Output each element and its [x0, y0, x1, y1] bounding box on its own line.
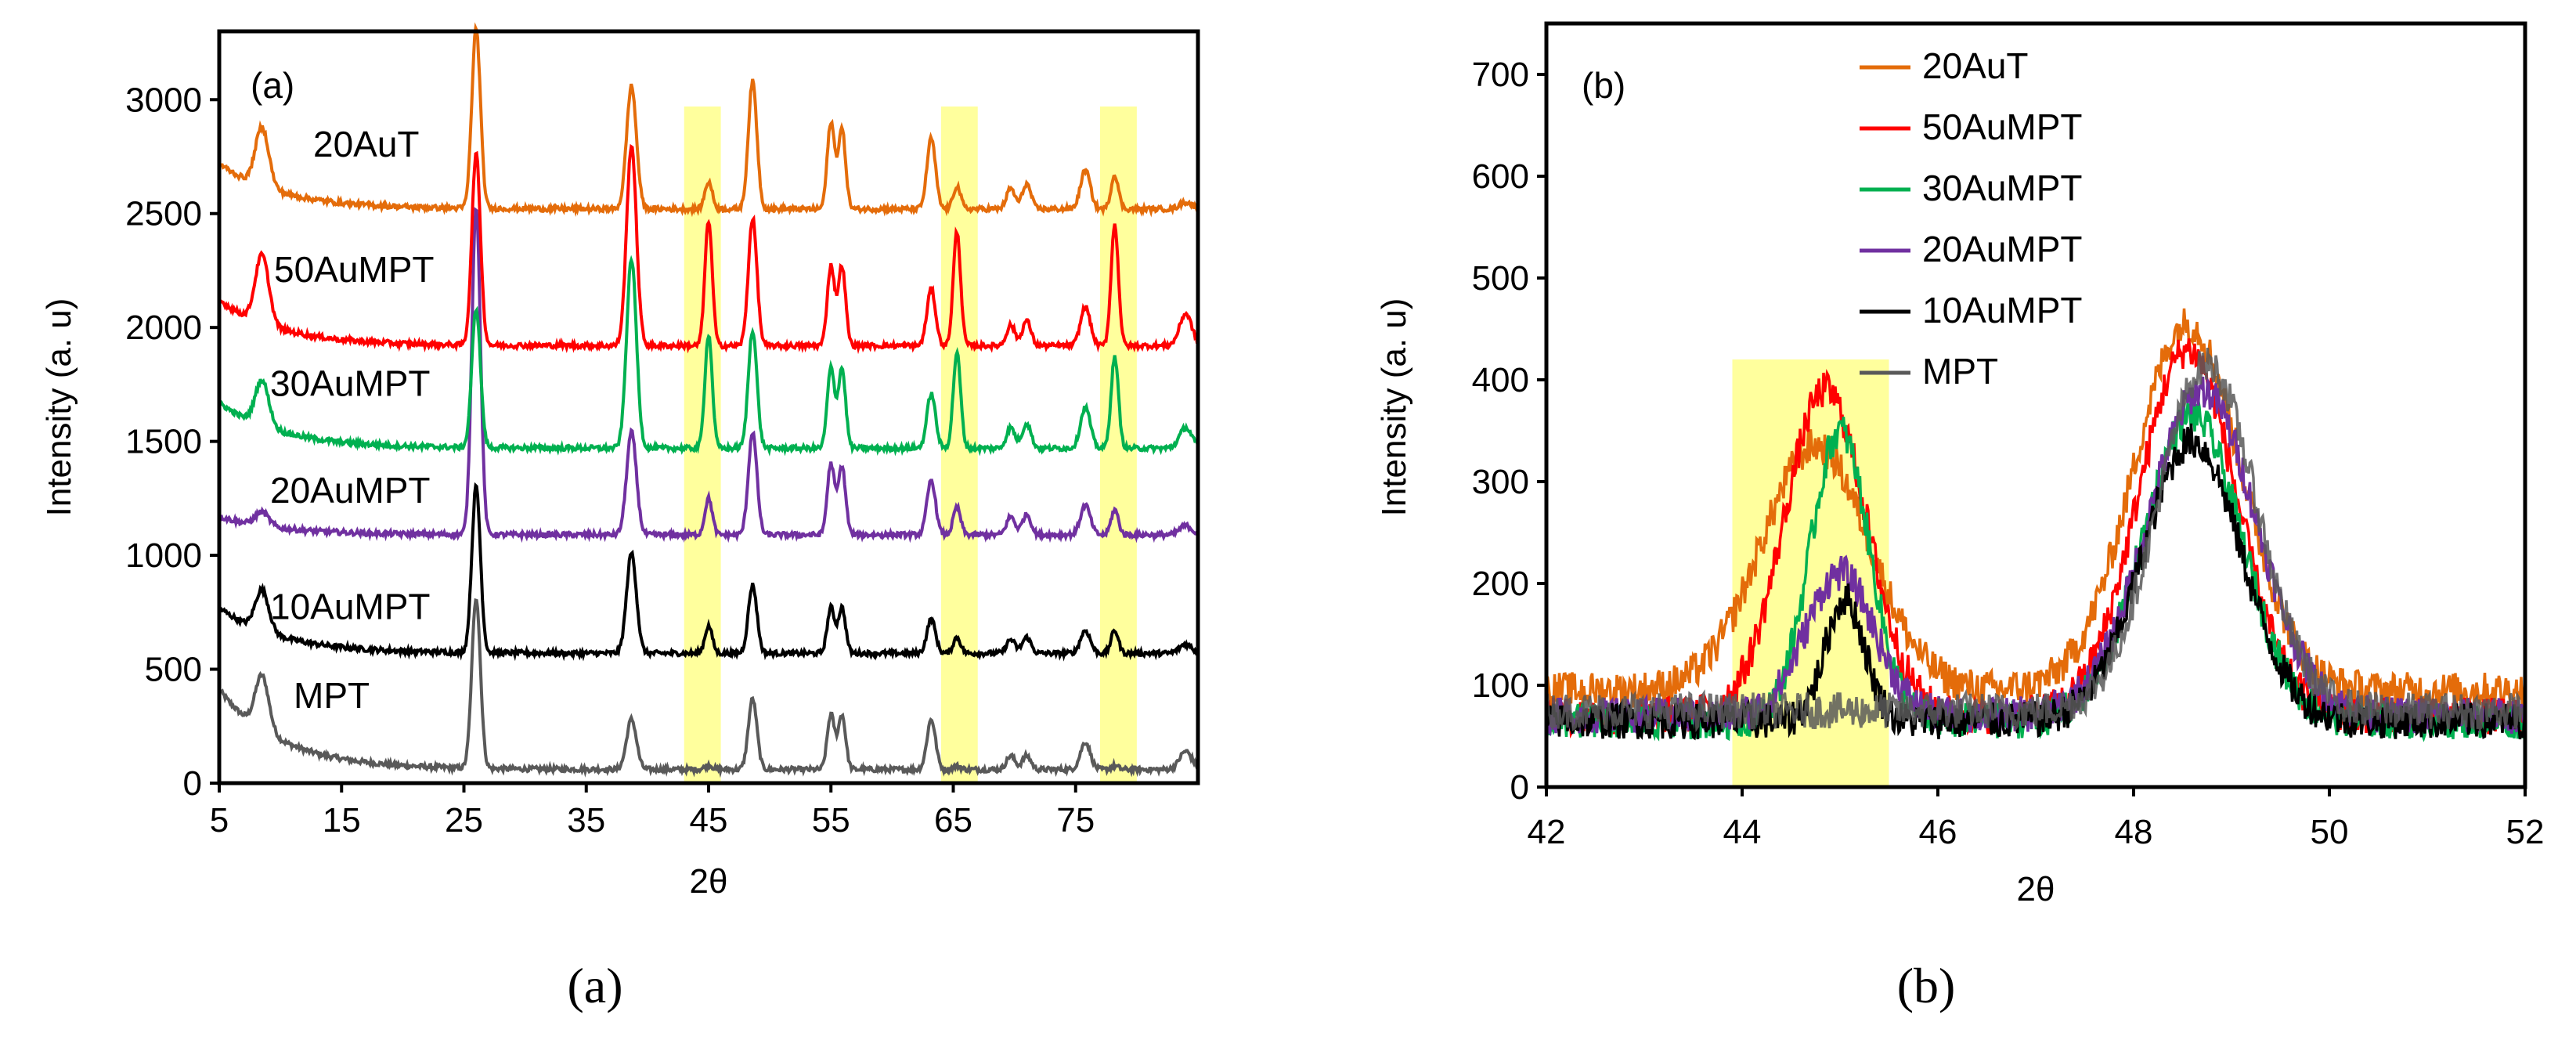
y-tick-label-b: 200 [1472, 565, 1529, 603]
x-tick-label-b: 52 [2506, 813, 2545, 851]
legend-label-50aumpt: 50AuMPT [1922, 107, 2083, 147]
series-label-10aumpt: 10AuMPT [270, 587, 431, 627]
y-tick-label-b: 500 [1472, 259, 1529, 298]
panel-letter-b: (b) [1582, 65, 1625, 106]
y-ticks-b: 0 100 200 300 400 500 600 700 [1472, 56, 1546, 807]
x-tick-label-a: 75 [1056, 801, 1095, 840]
series-group-a [218, 22, 1200, 778]
y-tick-label-a: 2000 [125, 309, 202, 347]
y-axis-title-a: Intensity (a. u) [40, 298, 78, 517]
caption-a: (a) [567, 958, 622, 1013]
series-line-30aumpt [218, 255, 1200, 457]
y-axis-title-b: Intensity (a. u) [1375, 298, 1413, 517]
series-line-mpt [218, 598, 1199, 778]
series-group-b [1545, 308, 2527, 742]
series-labels-a: MPT 10AuMPT 20AuMPT 30AuMPT 50AuMPT 20AuT [270, 124, 435, 716]
legend-label-mpt: MPT [1922, 351, 1998, 392]
y-tick-label-a: 0 [183, 764, 202, 803]
series-line-b-20aut [1545, 308, 2527, 713]
y-tick-label-b: 100 [1472, 666, 1529, 705]
highlight-bands-a [684, 107, 1137, 783]
x-ticks-a: 5 15 25 35 45 55 65 75 [210, 783, 1095, 840]
legend-b: 20AuT 50AuMPT 30AuMPT 20AuMPT 10AuMPT MPT [1860, 45, 2083, 392]
legend-label-30aumpt: 30AuMPT [1922, 168, 2083, 208]
plot-frame-b [1544, 21, 2527, 789]
series-label-30aumpt: 30AuMPT [270, 363, 431, 403]
series-label-mpt: MPT [294, 675, 370, 716]
x-ticks-b: 42 44 46 48 50 52 [1528, 787, 2545, 851]
highlight-band-a-1 [684, 107, 721, 783]
x-tick-label-a: 45 [690, 801, 728, 840]
series-label-20aumpt: 20AuMPT [270, 470, 431, 511]
y-tick-label-b: 700 [1472, 56, 1529, 94]
x-tick-label-b: 50 [2311, 813, 2349, 851]
y-tick-label-b: 400 [1472, 361, 1529, 399]
series-line-10aumpt [218, 482, 1200, 662]
series-line-20aut [218, 22, 1199, 218]
y-tick-label-a: 3000 [125, 81, 202, 119]
series-line-20aumpt [218, 207, 1199, 543]
series-line-b-10aumpt [1545, 423, 2527, 741]
y-tick-label-b: 0 [1510, 768, 1529, 807]
y-tick-label-a: 2500 [125, 195, 202, 233]
y-tick-label-a: 500 [145, 651, 202, 689]
series-line-b-mpt [1545, 348, 2527, 732]
caption-b: (b) [1897, 958, 1956, 1013]
x-tick-label-b: 42 [1528, 813, 1566, 851]
x-tick-label-a: 65 [934, 801, 972, 840]
x-tick-label-a: 55 [812, 801, 850, 840]
x-tick-label-b: 48 [2115, 813, 2153, 851]
legend-label-10aumpt: 10AuMPT [1922, 290, 2083, 330]
y-tick-label-b: 600 [1472, 157, 1529, 196]
x-tick-label-a: 5 [210, 801, 229, 840]
panel-letter-a: (a) [251, 65, 294, 106]
y-tick-label-b: 300 [1472, 463, 1529, 501]
y-ticks-a: 0 500 1000 1500 2000 2500 3000 [125, 81, 219, 803]
chart-panel-a: 5 15 25 35 45 55 65 75 0 500 1000 1500 2000 2500 3000… [40, 22, 1200, 1013]
legend-label-20aut: 20AuT [1922, 45, 2029, 86]
series-line-50aumpt [218, 143, 1199, 355]
x-tick-label-a: 35 [567, 801, 605, 840]
series-line-b-30aumpt [1545, 399, 2527, 742]
x-axis-title-a: 2θ [690, 862, 728, 901]
x-axis-title-b: 2θ [2017, 870, 2055, 908]
x-tick-label-b: 44 [1723, 813, 1762, 851]
y-tick-label-a: 1000 [125, 536, 202, 575]
legend-label-20aumpt: 20AuMPT [1922, 229, 2083, 269]
x-tick-label-b: 46 [1919, 813, 1957, 851]
x-tick-label-a: 25 [445, 801, 483, 840]
x-tick-label-a: 15 [323, 801, 361, 840]
y-tick-label-a: 1500 [125, 423, 202, 461]
series-label-20aut: 20AuT [313, 124, 420, 164]
series-label-50aumpt: 50AuMPT [274, 249, 435, 290]
